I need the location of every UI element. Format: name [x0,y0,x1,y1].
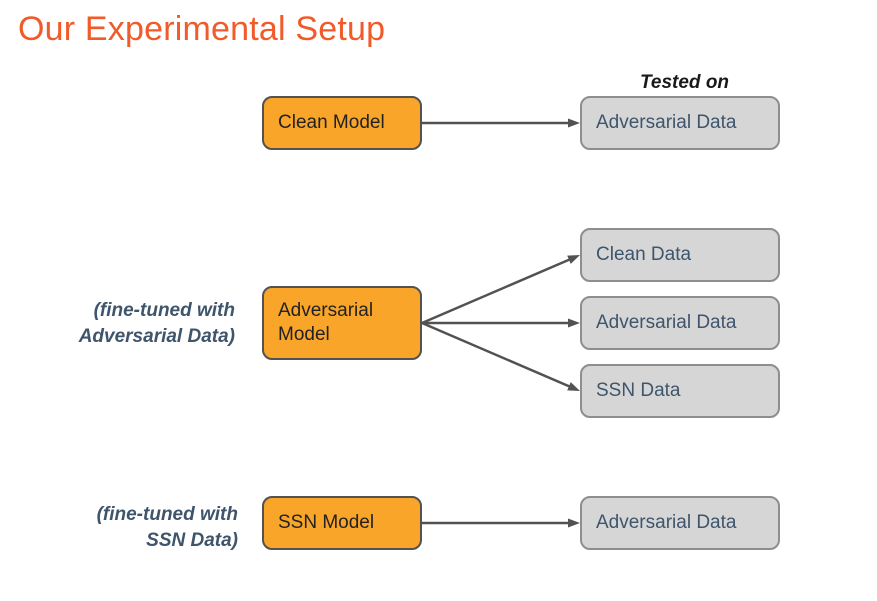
diagram-stage: { "canvas": { "width": 877, "height": 60… [0,0,877,601]
data-label: Clean Data [596,243,691,267]
annotation-ssn: (fine-tuned with SSN Data) [58,502,238,553]
data-label: Adversarial Data [596,311,736,335]
annotation-line: SSN Data) [146,530,238,551]
model-box-ssn: SSN Model [262,496,422,550]
page-title: Our Experimental Setup [18,10,385,49]
data-label: Adversarial Data [596,111,736,135]
model-label: SSN Model [278,511,374,535]
annotation-adversarial: (fine-tuned with Adversarial Data) [45,298,235,349]
annotation-line: (fine-tuned with [94,300,235,321]
data-box-adv-2: Adversarial Data [580,296,780,350]
annotation-line: Adversarial Data) [79,326,235,347]
data-box-ssn: SSN Data [580,364,780,418]
data-label: SSN Data [596,379,680,403]
data-label: Adversarial Data [596,511,736,535]
model-box-adversarial: Adversarial Model [262,286,422,360]
model-label: Adversarial Model [278,299,406,347]
annotation-line: (fine-tuned with [97,504,238,525]
tested-on-label: Tested on [640,72,729,94]
data-box-adv-3: Adversarial Data [580,496,780,550]
data-box-adv-1: Adversarial Data [580,96,780,150]
model-label: Clean Model [278,111,385,135]
data-box-clean: Clean Data [580,228,780,282]
model-box-clean: Clean Model [262,96,422,150]
